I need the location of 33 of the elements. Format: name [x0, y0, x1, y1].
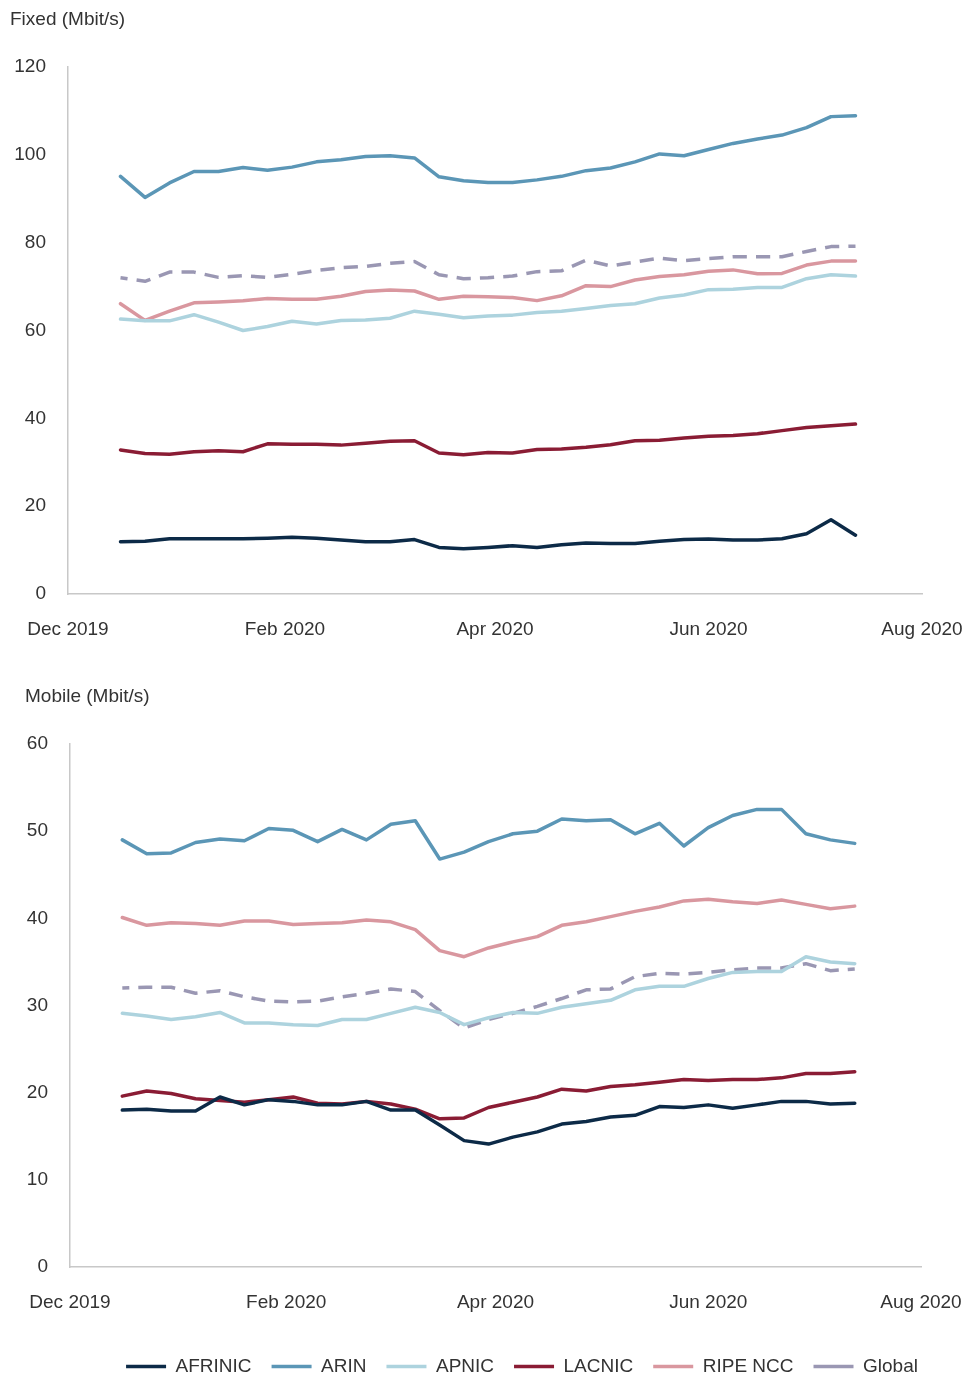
y-tick-label: 0 — [35, 582, 46, 604]
y-tick-label: 20 — [24, 494, 46, 516]
y-tick-label: 40 — [26, 906, 48, 928]
y-tick-label: 40 — [24, 406, 46, 428]
line-series — [118, 244, 858, 284]
legend-label: APNIC — [435, 1354, 495, 1376]
legend-label: LACNIC — [563, 1354, 634, 1376]
y-tick-label: 100 — [14, 143, 46, 165]
x-tick-label: Dec 2019 — [29, 1290, 111, 1312]
y-tick-label: 80 — [24, 230, 46, 252]
legend-label: RIPE NCC — [702, 1354, 794, 1376]
x-tick-label: Feb 2020 — [246, 1290, 327, 1312]
x-tick-label: Feb 2020 — [244, 617, 326, 639]
y-axis-title: Fixed (Mbit/s) — [10, 8, 126, 30]
legend-label: ARIN — [321, 1354, 367, 1376]
x-tick-label: Apr 2020 — [456, 617, 534, 639]
y-tick-label: 30 — [26, 993, 48, 1015]
x-tick-label: Dec 2019 — [27, 617, 109, 639]
y-tick-label: 20 — [26, 1080, 48, 1102]
y-tick-label: 0 — [37, 1255, 48, 1277]
x-tick-label: Jun 2020 — [669, 617, 748, 639]
x-tick-label: Jun 2020 — [669, 1290, 748, 1312]
legend-label: AFRINIC — [175, 1354, 252, 1376]
x-tick-label: Apr 2020 — [456, 1290, 535, 1312]
y-axis-title: Mobile (Mbit/s) — [25, 685, 150, 707]
x-tick-label: Aug 2020 — [880, 1290, 962, 1312]
y-tick-label: 120 — [14, 55, 46, 77]
legend-label: Global — [863, 1354, 918, 1376]
y-tick-label: 10 — [26, 1168, 48, 1190]
y-tick-label: 60 — [24, 318, 46, 340]
x-tick-label: Aug 2020 — [881, 617, 963, 639]
y-tick-label: 60 — [26, 732, 48, 754]
y-tick-label: 50 — [26, 819, 48, 841]
